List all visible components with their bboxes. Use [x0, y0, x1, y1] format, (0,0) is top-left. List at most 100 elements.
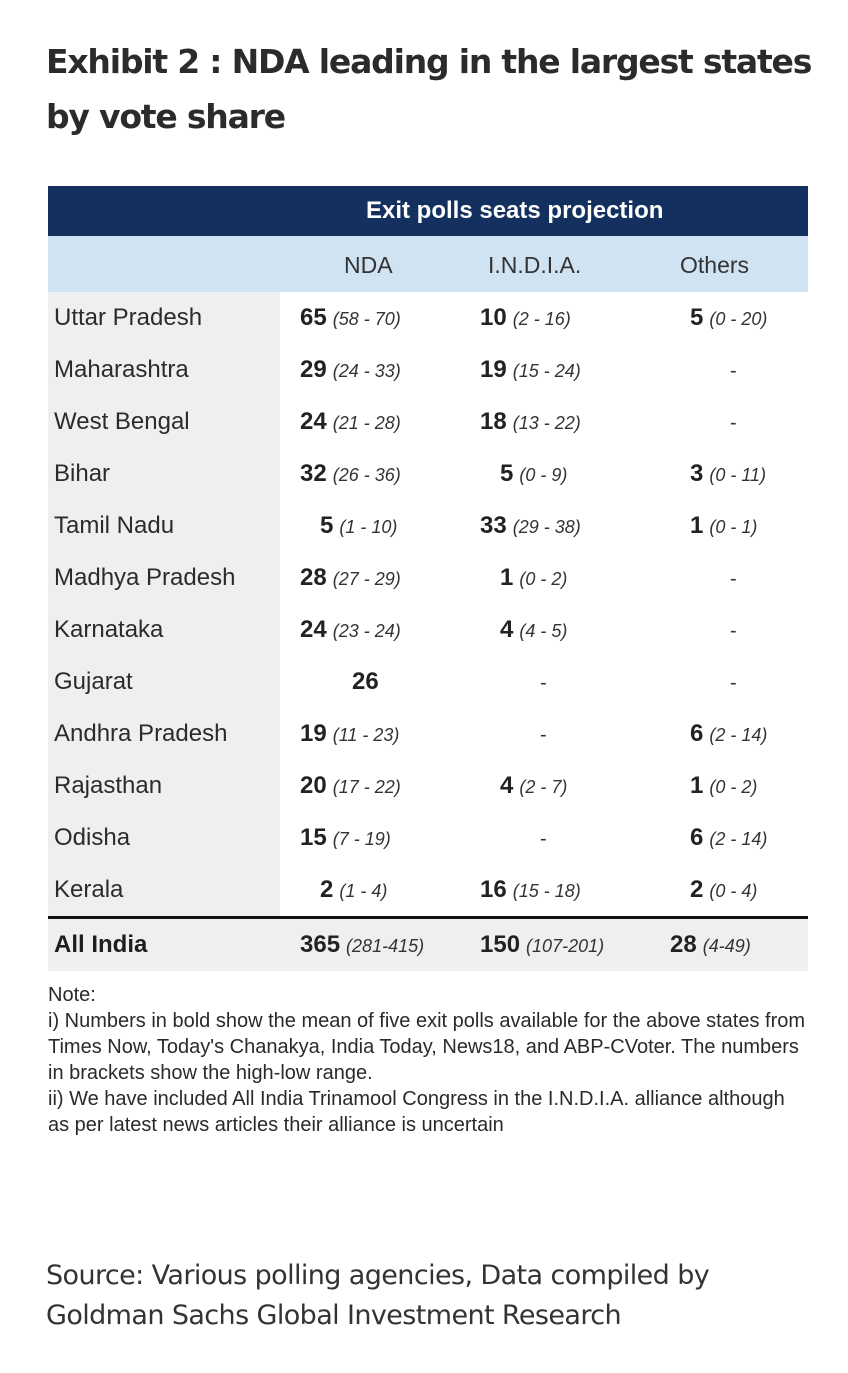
- total-others-cell: 28 (4-49): [670, 931, 751, 959]
- india-cell: 18 (13 - 22): [480, 408, 581, 436]
- table-row: Bihar 32 (26 - 36) 5 (0 - 9) 3 (0 - 11): [48, 448, 808, 500]
- others-empty-dash: -: [730, 360, 737, 382]
- india-empty-dash: -: [540, 724, 547, 746]
- others-empty-dash: -: [730, 620, 737, 642]
- state-name: Tamil Nadu: [54, 512, 175, 539]
- total-india-range: (107-201): [526, 936, 605, 956]
- others-mean: 2: [690, 876, 704, 903]
- others-cell: -: [730, 408, 737, 436]
- india-empty-dash: -: [540, 672, 547, 694]
- nda-mean: 26: [352, 668, 379, 695]
- total-india-cell: 150 (107-201): [480, 931, 604, 959]
- nda-cell: 26: [352, 668, 379, 696]
- others-cell: 6 (2 - 14): [670, 824, 767, 852]
- others-mean: 3: [690, 460, 704, 487]
- state-name: Bihar: [54, 460, 111, 487]
- others-range: (0 - 20): [709, 309, 768, 329]
- column-header-others: Others: [680, 252, 750, 278]
- state-name: Madhya Pradesh: [54, 564, 236, 591]
- column-header-nda: NDA: [344, 252, 393, 278]
- others-cell: -: [730, 564, 737, 592]
- nda-mean: 5: [320, 512, 334, 539]
- india-cell: 10 (2 - 16): [480, 304, 571, 332]
- india-cell: -: [540, 668, 547, 696]
- india-mean: 16: [480, 876, 507, 903]
- nda-cell: 19 (11 - 23): [300, 720, 399, 748]
- nda-range: (26 - 36): [332, 465, 401, 485]
- india-mean: 33: [480, 512, 507, 539]
- india-mean: 18: [480, 408, 507, 435]
- nda-mean: 24: [300, 408, 327, 435]
- nda-range: (17 - 22): [332, 777, 401, 797]
- nda-range: (23 - 24): [332, 621, 401, 641]
- others-cell: 2 (0 - 4): [670, 876, 757, 904]
- india-cell: 19 (15 - 24): [480, 356, 581, 384]
- nda-range: (11 - 23): [332, 725, 400, 745]
- others-mean: 5: [690, 304, 704, 331]
- table-row: Karnataka 24 (23 - 24) 4 (4 - 5) -: [48, 604, 808, 656]
- nda-mean: 29: [300, 356, 327, 383]
- others-empty-dash: -: [730, 568, 737, 590]
- table-row: Andhra Pradesh 19 (11 - 23) - 6 (2 - 14): [48, 708, 808, 760]
- others-cell: 6 (2 - 14): [670, 720, 767, 748]
- india-empty-dash: -: [540, 828, 547, 850]
- nda-cell: 15 (7 - 19): [300, 824, 391, 852]
- nda-mean: 65: [300, 304, 327, 331]
- total-others-range: (4-49): [702, 936, 751, 956]
- state-name: Karnataka: [54, 616, 164, 643]
- others-mean: 1: [690, 512, 704, 539]
- india-range: (0 - 9): [519, 465, 568, 485]
- nda-mean: 32: [300, 460, 327, 487]
- india-mean: 10: [480, 304, 507, 331]
- table-row: Madhya Pradesh 28 (27 - 29) 1 (0 - 2) -: [48, 552, 808, 604]
- others-empty-dash: -: [730, 672, 737, 694]
- india-mean: 5: [500, 460, 514, 487]
- total-nda-range: (281-415): [346, 936, 425, 956]
- state-name: Rajasthan: [54, 772, 163, 799]
- nda-cell: 24 (23 - 24): [300, 616, 401, 644]
- table-row: Uttar Pradesh 65 (58 - 70) 10 (2 - 16) 5 (0 - …: [48, 292, 808, 344]
- exhibit-title: Exhibit 2 : NDA leading in the largest s…: [46, 42, 812, 136]
- others-cell: 3 (0 - 11): [670, 460, 766, 488]
- others-mean: 6: [690, 824, 704, 851]
- table-header-band: Exit polls seats projection: [48, 186, 808, 236]
- state-label-column-bg: [48, 292, 280, 916]
- state-name: Uttar Pradesh: [54, 304, 203, 331]
- nda-range: (1 - 10): [339, 517, 398, 537]
- total-nda-cell: 365 (281-415): [300, 931, 424, 959]
- table-row: Rajasthan 20 (17 - 22) 4 (2 - 7) 1 (0 - 2): [48, 760, 808, 812]
- india-range: (0 - 2): [519, 569, 568, 589]
- india-range: (2 - 7): [519, 777, 568, 797]
- note-line-1: i) Numbers in bold show the mean of five…: [48, 1010, 806, 1084]
- india-range: (4 - 5): [519, 621, 568, 641]
- others-range: (0 - 4): [709, 881, 758, 901]
- others-cell: 5 (0 - 20): [670, 304, 767, 332]
- nda-range: (24 - 33): [332, 361, 401, 381]
- india-mean: 19: [480, 356, 507, 383]
- nda-mean: 19: [300, 720, 327, 747]
- exit-poll-table: Exit polls seats projection NDA I.N.D.I.…: [48, 186, 808, 971]
- india-cell: 4 (2 - 7): [480, 772, 567, 800]
- nda-cell: 65 (58 - 70): [300, 304, 401, 332]
- india-range: (2 - 16): [512, 309, 571, 329]
- india-cell: 16 (15 - 18): [480, 876, 581, 904]
- table-row: Odisha 15 (7 - 19) - 6 (2 - 14): [48, 812, 808, 864]
- nda-mean: 20: [300, 772, 327, 799]
- table-body: Uttar Pradesh 65 (58 - 70) 10 (2 - 16) 5 (0 - …: [48, 292, 808, 916]
- others-range: (0 - 1): [709, 517, 758, 537]
- others-range: (2 - 14): [709, 725, 768, 745]
- state-name: Odisha: [54, 824, 131, 851]
- note-heading: Note:: [48, 984, 96, 1006]
- nda-cell: 29 (24 - 33): [300, 356, 401, 384]
- india-range: (29 - 38): [512, 517, 581, 537]
- table-row: West Bengal 24 (21 - 28) 18 (13 - 22) -: [48, 396, 808, 448]
- india-range: (15 - 24): [512, 361, 581, 381]
- nda-cell: 5 (1 - 10): [300, 512, 397, 540]
- nda-range: (1 - 4): [339, 881, 388, 901]
- india-mean: 4: [500, 772, 514, 799]
- nda-cell: 32 (26 - 36): [300, 460, 401, 488]
- others-cell: 1 (0 - 2): [670, 772, 757, 800]
- table-row: Maharashtra 29 (24 - 33) 19 (15 - 24) -: [48, 344, 808, 396]
- total-others-mean: 28: [670, 931, 697, 958]
- total-row: All India 365 (281-415) 150 (107-201) 28 (4…: [48, 916, 808, 971]
